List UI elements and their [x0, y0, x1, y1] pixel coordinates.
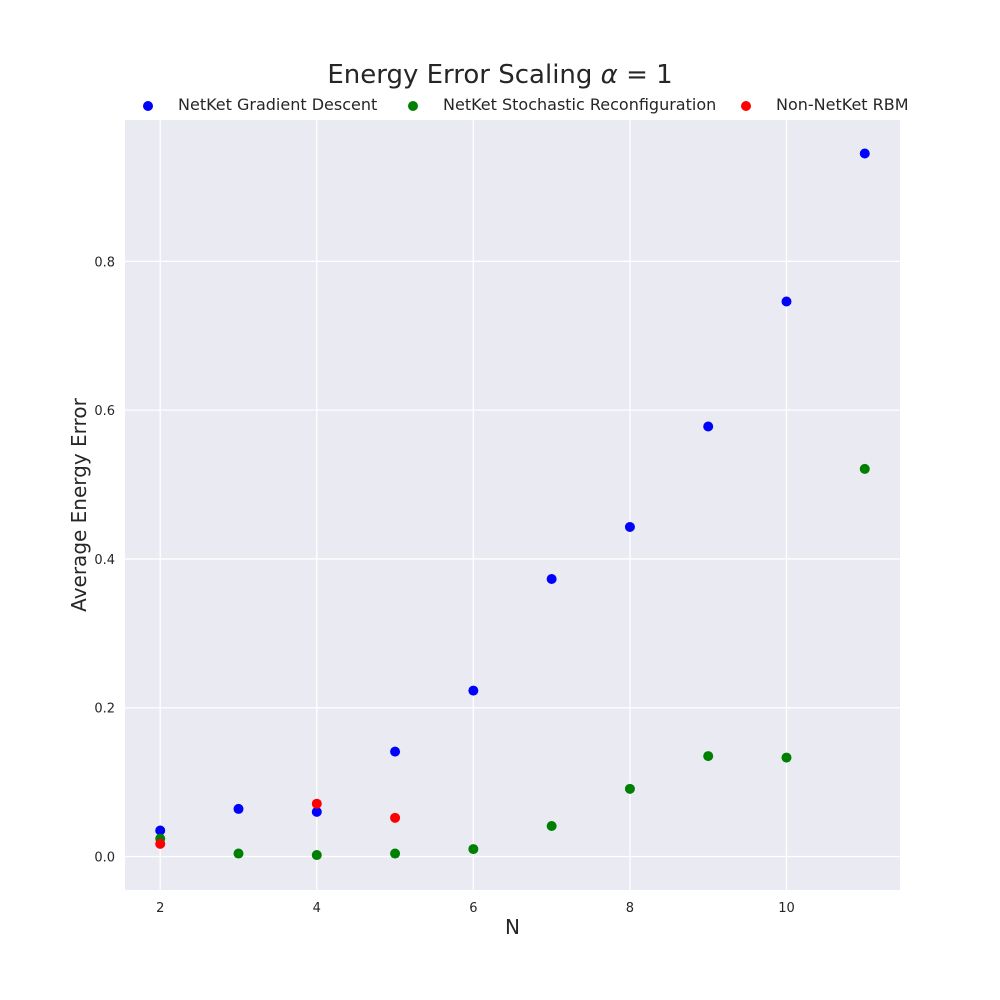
data-point	[390, 812, 401, 823]
data-point	[155, 838, 166, 849]
legend-entry: Non-NetKet RBM	[741, 95, 909, 114]
data-point	[703, 751, 714, 762]
gridlines	[125, 120, 900, 890]
plot-area	[125, 120, 900, 890]
y-axis-label: Average Energy Error	[67, 397, 91, 611]
x-axis-label: N	[505, 915, 520, 939]
y-tick-label: 0.4	[94, 553, 115, 568]
data-point	[311, 798, 322, 809]
x-tick-label: 10	[778, 901, 795, 916]
legend-label: NetKet Gradient Descent	[178, 95, 377, 114]
x-tick-label: 6	[469, 901, 477, 916]
legend-entry: NetKet Gradient Descent	[143, 95, 377, 114]
data-point	[781, 296, 792, 307]
series-1	[155, 463, 870, 861]
data-point	[390, 746, 401, 757]
data-point	[311, 806, 322, 817]
legend-label: NetKet Stochastic Reconfiguration	[443, 95, 716, 114]
legend: NetKet Gradient Descent NetKet Stochastic…	[143, 95, 909, 114]
legend-marker	[741, 101, 751, 111]
data-point	[468, 685, 479, 696]
tick-labels: 2 4 6 8 10 0.0 0.2 0.4 0.6 0.8	[94, 255, 794, 916]
legend-marker	[408, 101, 418, 111]
series-0	[155, 148, 870, 836]
data-point	[781, 752, 792, 763]
x-tick-label: 2	[156, 901, 164, 916]
y-tick-label: 0.0	[94, 851, 115, 866]
data-point	[703, 421, 714, 432]
data-point	[311, 850, 322, 861]
x-tick-label: 8	[626, 901, 634, 916]
data-point	[233, 803, 244, 814]
data-point	[233, 848, 244, 859]
data-point	[468, 844, 479, 855]
chart-title: Energy Error Scaling α = 1	[327, 60, 672, 90]
data-point	[390, 848, 401, 859]
legend-marker	[143, 101, 153, 111]
y-tick-label: 0.8	[94, 255, 115, 270]
data-point	[546, 574, 557, 585]
data-point	[859, 463, 870, 474]
legend-entry: NetKet Stochastic Reconfiguration	[408, 95, 716, 114]
data-point	[859, 148, 870, 159]
data-point	[624, 521, 635, 532]
data-points	[155, 148, 870, 861]
data-point	[624, 783, 635, 794]
x-tick-label: 4	[313, 901, 321, 916]
y-tick-label: 0.6	[94, 404, 115, 419]
series-2	[155, 798, 401, 849]
data-point	[155, 825, 166, 836]
data-point	[546, 821, 557, 832]
y-tick-label: 0.2	[94, 702, 115, 717]
legend-label: Non-NetKet RBM	[776, 95, 909, 114]
